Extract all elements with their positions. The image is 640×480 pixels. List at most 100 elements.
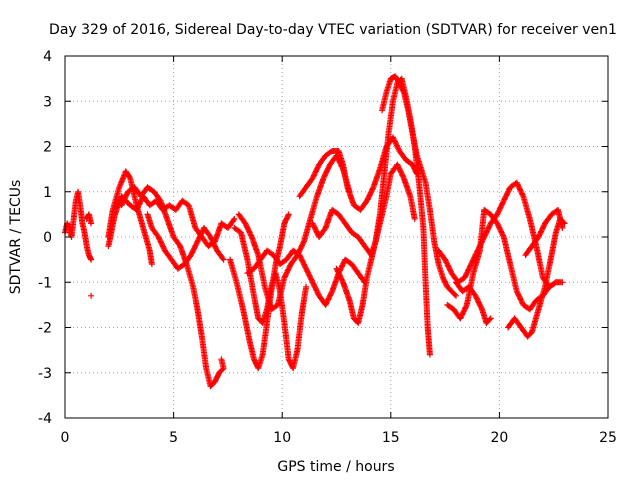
data-point-plus-marker bbox=[322, 289, 335, 308]
data-point-plus-marker bbox=[242, 220, 255, 239]
data-point-plus-marker bbox=[148, 224, 161, 239]
data-point-plus-marker bbox=[466, 283, 478, 298]
data-point-plus-marker bbox=[240, 306, 253, 343]
data-point-plus-marker bbox=[290, 247, 302, 258]
data-point-plus-marker bbox=[355, 234, 367, 248]
data-point-plus-marker bbox=[400, 89, 411, 112]
y-tick-label: -4 bbox=[38, 411, 52, 427]
y-tick-label: 3 bbox=[43, 94, 52, 110]
y-tick-label: -3 bbox=[38, 366, 52, 382]
data-point-plus-marker bbox=[300, 217, 313, 245]
data-point-plus-marker bbox=[290, 348, 300, 372]
data-point-plus-marker bbox=[233, 279, 246, 311]
data-point-plus-marker bbox=[426, 351, 433, 358]
series-track-m bbox=[309, 161, 418, 259]
data-point-plus-marker bbox=[285, 211, 292, 218]
data-point-plus-marker bbox=[379, 90, 390, 114]
data-point-plus-marker bbox=[287, 253, 300, 268]
data-point-plus-marker bbox=[335, 211, 348, 226]
data-point-plus-marker bbox=[529, 307, 542, 335]
data-point-plus-marker bbox=[294, 312, 305, 354]
data-point-plus-marker bbox=[535, 285, 548, 313]
data-point-plus-marker bbox=[198, 333, 209, 370]
data-point-plus-marker bbox=[385, 99, 396, 136]
data-point-plus-marker bbox=[320, 163, 333, 182]
data-point-plus-marker bbox=[88, 256, 95, 263]
data-point-plus-marker bbox=[376, 172, 388, 218]
data-point-plus-marker bbox=[355, 303, 366, 326]
data-point-plus-marker bbox=[344, 184, 357, 207]
data-point-plus-marker bbox=[470, 249, 483, 277]
data-point-plus-marker bbox=[340, 279, 352, 302]
data-point-plus-marker bbox=[442, 256, 454, 275]
x-tick-label: 25 bbox=[599, 430, 617, 446]
data-point-plus-marker bbox=[316, 226, 328, 240]
data-point-plus-marker bbox=[370, 167, 383, 191]
data-point-plus-marker bbox=[220, 256, 227, 263]
data-point-plus-marker bbox=[188, 239, 200, 259]
y-tick-label: 1 bbox=[43, 185, 52, 201]
data-point-plus-marker bbox=[396, 148, 409, 162]
data-point-plus-marker bbox=[542, 212, 554, 227]
data-point-plus-marker bbox=[181, 253, 193, 268]
data-point-plus-marker bbox=[390, 134, 402, 153]
data-point-plus-marker bbox=[248, 234, 261, 257]
data-point-plus-marker bbox=[88, 292, 95, 299]
data-point-plus-marker bbox=[333, 265, 346, 284]
data-point-plus-marker bbox=[277, 257, 289, 268]
data-point-plus-marker bbox=[483, 316, 493, 326]
y-axis-label: SDTVAR / TECUs bbox=[8, 180, 24, 295]
data-point-plus-marker bbox=[309, 163, 322, 182]
x-axis-label: GPS time / hours bbox=[277, 459, 394, 475]
data-point-plus-marker bbox=[481, 206, 493, 217]
data-point-plus-marker bbox=[174, 262, 187, 272]
data-point-plus-marker bbox=[112, 194, 124, 218]
y-tick-label: 0 bbox=[43, 230, 52, 246]
series-track-o bbox=[379, 73, 459, 299]
data-point-plus-marker bbox=[394, 161, 407, 180]
data-point-plus-marker bbox=[244, 266, 256, 277]
series-track-c bbox=[88, 292, 95, 299]
data-point-plus-marker bbox=[363, 258, 374, 281]
data-point-plus-marker bbox=[231, 215, 238, 222]
data-point-plus-marker bbox=[179, 197, 191, 208]
data-point-plus-marker bbox=[381, 131, 392, 177]
data-point-plus-marker bbox=[264, 247, 276, 258]
data-point-plus-marker bbox=[420, 224, 429, 284]
data-point-plus-marker bbox=[296, 252, 309, 271]
data-point-plus-marker bbox=[251, 257, 263, 272]
data-point-plus-marker bbox=[201, 224, 213, 239]
data-point-plus-marker bbox=[511, 315, 524, 330]
data-point-plus-marker bbox=[227, 256, 240, 284]
data-point-plus-marker bbox=[309, 220, 322, 239]
data-point-plus-marker bbox=[214, 247, 226, 262]
y-axis-ticks: -4 -3 -2 -1 0 1 2 3 4 bbox=[38, 49, 608, 427]
data-point-plus-marker bbox=[235, 211, 248, 226]
data-point-plus-marker bbox=[161, 247, 174, 262]
data-point-plus-marker bbox=[164, 215, 177, 239]
data-point-plus-marker bbox=[157, 197, 170, 221]
data-point-plus-marker bbox=[555, 206, 565, 230]
data-point-plus-marker bbox=[363, 185, 376, 204]
data-point-plus-marker bbox=[216, 366, 226, 376]
data-point-plus-marker bbox=[185, 202, 198, 230]
data-point-plus-marker bbox=[170, 234, 183, 248]
data-point-plus-marker bbox=[357, 199, 369, 213]
data-point-plus-marker bbox=[207, 379, 217, 390]
data-point-plus-marker bbox=[118, 190, 131, 209]
data-point-plus-marker bbox=[513, 288, 526, 307]
data-point-plus-marker bbox=[411, 215, 418, 222]
data-point-plus-marker bbox=[246, 338, 257, 361]
data-point-plus-marker bbox=[231, 224, 243, 235]
series-track-b bbox=[83, 211, 95, 227]
data-point-plus-marker bbox=[494, 220, 507, 239]
data-point-plus-marker bbox=[281, 262, 294, 281]
data-point-plus-marker bbox=[524, 330, 534, 340]
data-point-plus-marker bbox=[444, 301, 456, 312]
data-point-plus-marker bbox=[448, 288, 458, 298]
data-point-plus-marker bbox=[88, 220, 95, 227]
data-point-plus-marker bbox=[203, 365, 214, 388]
data-point-plus-marker bbox=[307, 194, 320, 222]
data-point-plus-marker bbox=[281, 320, 292, 361]
data-point-plus-marker bbox=[400, 175, 413, 198]
